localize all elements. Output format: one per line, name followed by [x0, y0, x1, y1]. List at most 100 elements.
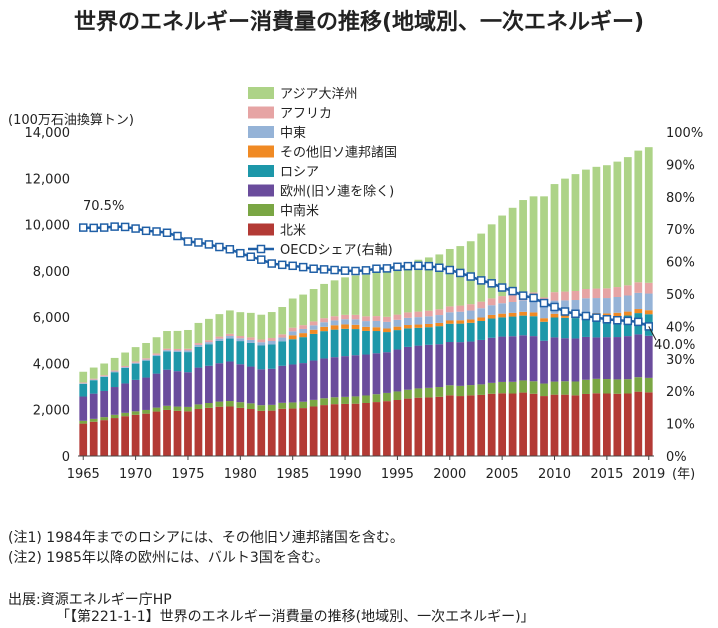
bar-segment-0 — [225, 406, 234, 456]
bar-segment-1 — [477, 384, 486, 395]
bar-segment-1 — [288, 402, 297, 409]
bar-segment-0 — [383, 401, 391, 456]
oecd-share-marker — [456, 268, 465, 278]
bar-segment-2 — [487, 337, 496, 383]
bar-segment-5 — [236, 338, 245, 342]
bar-segment-4 — [519, 311, 527, 316]
oecd-share-marker — [340, 266, 350, 275]
x-tick-label: 1965 — [67, 467, 100, 482]
bar-segment-1 — [309, 399, 318, 407]
bar-segment-1 — [278, 402, 287, 409]
bar-segment-0 — [414, 397, 423, 456]
bar-segment-7 — [372, 272, 381, 317]
bar-segment-2 — [79, 396, 88, 421]
oecd-share-marker — [319, 265, 329, 274]
bar-segment-7 — [330, 280, 339, 317]
bar-segment-3 — [121, 367, 129, 384]
bar-segment-7 — [634, 150, 643, 283]
bar-segment-0 — [362, 403, 370, 456]
bar-segment-0 — [320, 405, 328, 456]
bar-segment-2 — [351, 355, 360, 397]
x-tick-label: 2019 — [632, 467, 665, 482]
oecd-share-marker — [330, 265, 339, 275]
bar-segment-5 — [184, 350, 192, 353]
bar-segment-6 — [351, 314, 360, 320]
bar-segment-5 — [278, 337, 287, 342]
bar-segment-5 — [592, 298, 601, 314]
bar-segment-5 — [644, 293, 653, 311]
oecd-share-marker — [215, 242, 224, 252]
bar-segment-1 — [466, 385, 475, 396]
bar-segment-2 — [330, 357, 339, 398]
bar-segment-0 — [330, 404, 339, 456]
bar-segment-2 — [173, 371, 182, 407]
bar-segment-1 — [529, 381, 538, 394]
bar-segment-6 — [205, 340, 213, 343]
bar-segment-5 — [571, 300, 580, 315]
bar-segment-6 — [508, 294, 517, 302]
bar-segment-2 — [362, 354, 370, 396]
y-tick-label: 10,000 — [25, 219, 71, 234]
bar-segment-1 — [257, 405, 266, 411]
bar-segment-1 — [456, 385, 465, 397]
bar-segment-5 — [603, 298, 611, 314]
oecd-share-marker — [602, 315, 612, 324]
legend-label: 中東 — [280, 125, 306, 141]
bar-segment-7 — [477, 233, 486, 302]
bar-segment-3 — [278, 341, 287, 366]
bar-segment-7 — [341, 277, 349, 315]
bar-segment-5 — [341, 319, 349, 325]
bar-segment-1 — [152, 407, 161, 412]
bar-segment-2 — [372, 353, 381, 395]
bar-segment-2 — [393, 349, 402, 392]
oecd-share-marker — [141, 226, 151, 236]
bar-segment-1 — [550, 381, 559, 395]
bar-segment-3 — [498, 317, 507, 337]
bar-segment-2 — [215, 363, 224, 402]
bar-segment-4 — [613, 312, 622, 317]
bar-segment-6 — [184, 348, 192, 351]
bar-segment-3 — [477, 320, 486, 340]
bar-segment-6 — [215, 336, 224, 339]
bar-segment-3 — [404, 328, 412, 347]
bar-segment-2 — [89, 393, 98, 419]
bar-segment-1 — [362, 395, 370, 403]
legend-swatch — [248, 223, 274, 236]
bar-segment-4 — [477, 317, 486, 321]
bar-segment-0 — [236, 407, 245, 456]
bar-segment-2 — [404, 346, 412, 390]
bar-segment-5 — [131, 362, 140, 364]
bar-segment-0 — [456, 396, 465, 456]
bar-segment-4 — [320, 326, 328, 332]
bar-segment-6 — [362, 316, 370, 322]
bar-segment-3 — [582, 316, 590, 337]
bar-segment-5 — [466, 310, 475, 320]
y2-tick-label: 70% — [666, 223, 695, 238]
legend-label: 北米 — [280, 224, 306, 239]
y2-tick-label: 10% — [666, 418, 695, 433]
bar-segment-3 — [508, 316, 517, 337]
bar-segment-7 — [540, 196, 548, 298]
bar-segment-3 — [550, 317, 559, 338]
bar-segment-5 — [121, 367, 129, 368]
bar-segment-6 — [299, 325, 308, 329]
oecd-share-marker — [592, 313, 601, 322]
bar-segment-3 — [487, 318, 496, 338]
bar-segment-2 — [623, 336, 632, 380]
bar-segment-5 — [435, 315, 444, 323]
bar-segment-0 — [89, 421, 98, 456]
bar-segment-1 — [404, 389, 412, 399]
oecd-share-marker — [194, 238, 203, 247]
bar-segment-3 — [603, 317, 611, 338]
bar-segment-5 — [519, 300, 527, 312]
x-tick-label: 1980 — [224, 467, 257, 482]
y-tick-label: 12,000 — [25, 172, 71, 187]
oecd-share-marker — [183, 237, 193, 246]
bar-segment-3 — [435, 326, 444, 345]
bar-segment-0 — [100, 420, 109, 456]
bar-segment-4 — [529, 312, 538, 317]
bar-segment-6 — [320, 318, 328, 323]
bar-segment-2 — [205, 365, 213, 403]
x-tick-label: 1970 — [119, 467, 152, 482]
bar-segment-3 — [414, 327, 423, 346]
